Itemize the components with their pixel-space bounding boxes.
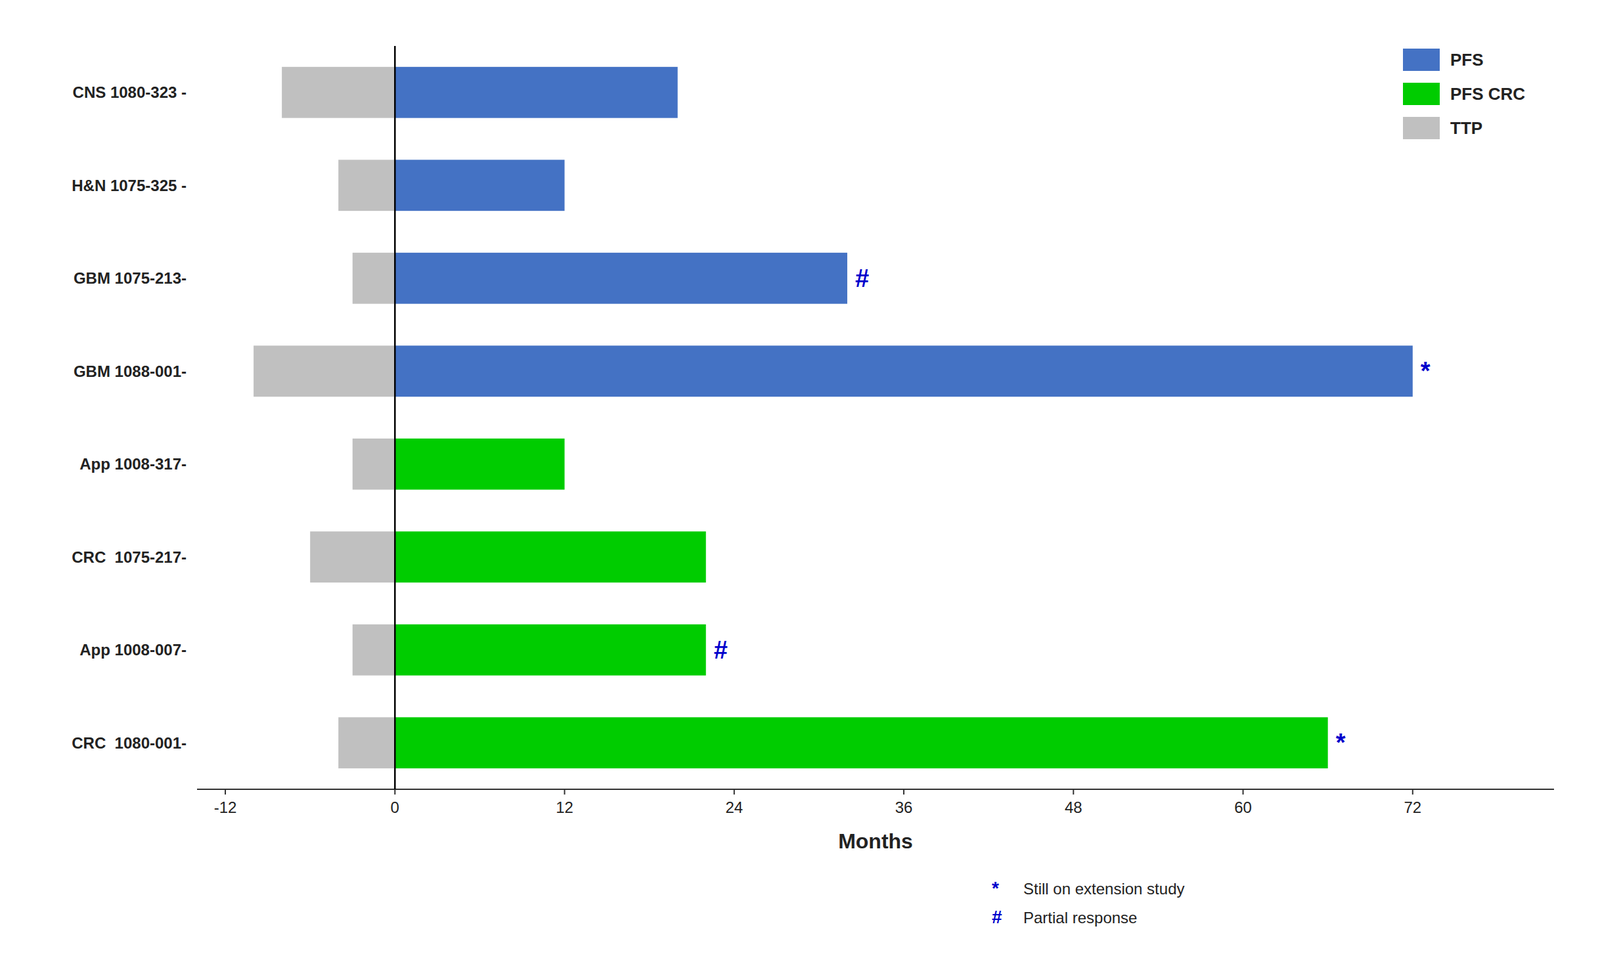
legend-swatch: [1402, 116, 1440, 140]
legend-swatch: [1402, 48, 1440, 71]
x-axis-line: [197, 788, 1555, 791]
legend-swatch: [1402, 82, 1440, 106]
bars: [253, 66, 1413, 769]
legend: PFS PFS CRC TTP: [1402, 48, 1526, 140]
x-tick-label: -12: [214, 798, 238, 817]
x-tick: [733, 789, 735, 795]
legend-label: PFS CRC: [1450, 84, 1526, 104]
x-tick-label: 48: [1064, 798, 1083, 817]
bar: [394, 345, 1413, 397]
x-tick-label: 0: [390, 798, 400, 817]
x-tick: [1242, 789, 1245, 795]
zero-line: [394, 45, 397, 790]
y-tick-label: GBM 1088-001-: [73, 362, 187, 381]
x-tick-label: 12: [555, 798, 574, 817]
bar: [338, 717, 395, 769]
bar: [338, 159, 395, 211]
bar: [394, 531, 706, 583]
y-tick-label: App 1008-007-: [79, 641, 187, 659]
bar: [281, 66, 395, 119]
footnote-symbol: #: [991, 907, 1003, 928]
bar: [394, 717, 1328, 769]
annotation-symbol: #: [713, 636, 728, 665]
bar: [394, 159, 565, 211]
annotation-symbol: #: [855, 264, 869, 293]
x-tick: [564, 789, 566, 795]
bar: [394, 438, 565, 490]
footnote-label: Still on extension study: [1023, 880, 1185, 898]
y-tick-label: CNS 1080-323 -: [72, 83, 187, 102]
y-tick-label: H&N 1075-325 -: [71, 176, 187, 195]
x-tick: [1412, 789, 1414, 795]
x-axis-title: Months: [838, 829, 913, 854]
bar: [310, 531, 395, 583]
x-tick-label: 72: [1403, 798, 1422, 817]
bar: [352, 252, 396, 305]
footnote-symbol: *: [991, 878, 1000, 899]
chart: -12 0 12 24 36 48 60 72 Months CRC 1080-001- App 1…: [0, 0, 1600, 960]
footnote-label: Partial response: [1023, 909, 1137, 927]
y-tick-label: App 1008-317-: [79, 455, 187, 473]
bar: [352, 438, 396, 490]
y-tick-label: CRC 1080-001-: [71, 734, 187, 753]
legend-label: TTP: [1450, 118, 1483, 138]
bar: [352, 624, 396, 676]
x-tick-label: 36: [895, 798, 913, 817]
x-tick: [903, 789, 905, 795]
y-tick-label: GBM 1075-213-: [73, 269, 187, 288]
annotation-symbol: *: [1420, 357, 1431, 385]
legend-label: PFS: [1450, 49, 1484, 70]
x-tick-label: 24: [725, 798, 743, 817]
x-tick: [224, 789, 226, 795]
bar: [394, 624, 706, 676]
annotation-symbol: *: [1335, 729, 1346, 757]
bar: [394, 66, 678, 119]
bar: [253, 345, 395, 397]
y-tick-label: CRC 1075-217-: [71, 548, 187, 567]
x-tick-label: 60: [1234, 798, 1252, 817]
bar: [394, 252, 848, 305]
x-tick: [1072, 789, 1074, 795]
x-tick: [394, 789, 396, 795]
